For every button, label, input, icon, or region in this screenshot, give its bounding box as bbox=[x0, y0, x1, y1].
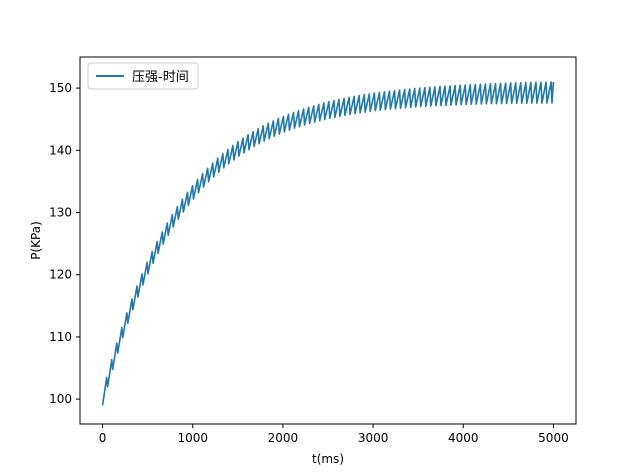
legend-label: 压强-时间 bbox=[132, 70, 189, 85]
y-axis-label: P(KPa) bbox=[29, 221, 43, 260]
legend-box bbox=[87, 62, 199, 90]
x-tick-label: 4000 bbox=[448, 431, 479, 445]
x-tick-label: 1000 bbox=[177, 431, 208, 445]
y-tick-label: 130 bbox=[49, 206, 72, 220]
y-tick-label: 120 bbox=[49, 268, 72, 282]
legend: 压强-时间 bbox=[87, 62, 199, 90]
series-layer bbox=[101, 81, 555, 406]
x-axis-label: t(ms) bbox=[312, 452, 344, 466]
y-tick-label: 110 bbox=[49, 330, 72, 344]
x-tick-label: 5000 bbox=[538, 431, 569, 445]
y-tick-label: 100 bbox=[49, 392, 72, 406]
series-line-pressure bbox=[101, 81, 555, 406]
plot-area bbox=[80, 57, 576, 424]
x-tick-label: 2000 bbox=[268, 431, 299, 445]
ticks-layer: 0 1000 2000 3000 4000 5000 100 110 120 130 140 150 bbox=[49, 81, 569, 445]
x-tick-label: 0 bbox=[99, 431, 107, 445]
y-tick-label: 140 bbox=[49, 143, 72, 157]
plot-frame bbox=[79, 56, 577, 425]
y-tick-label: 150 bbox=[49, 81, 72, 95]
x-tick-label: 3000 bbox=[358, 431, 389, 445]
